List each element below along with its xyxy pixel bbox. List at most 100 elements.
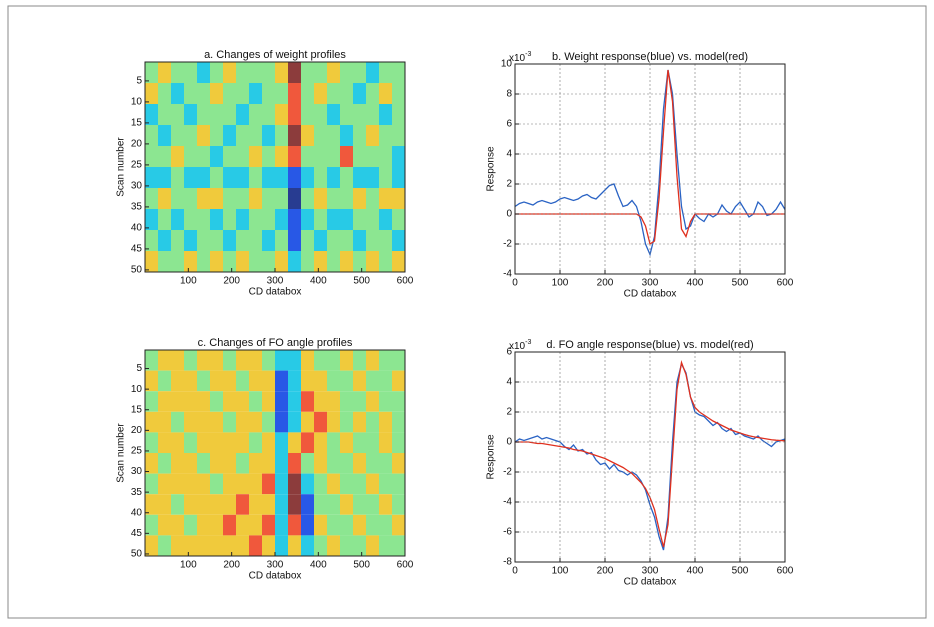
y-axis-label: Response xyxy=(486,434,497,479)
heatmap-cell xyxy=(223,167,236,188)
heatmap-cell xyxy=(301,167,314,188)
heatmap-cell xyxy=(223,83,236,104)
heatmap-cell xyxy=(288,535,301,556)
heatmap-cell xyxy=(288,146,301,167)
y-exponent-base: x10 xyxy=(509,341,526,352)
heatmap-cell xyxy=(249,62,262,83)
heatmap-cell xyxy=(392,209,405,230)
heatmap-cell xyxy=(366,494,379,515)
heatmap-cell xyxy=(184,432,197,453)
heatmap-cell xyxy=(366,535,379,556)
heatmap-cell xyxy=(327,83,340,104)
heatmap-cell xyxy=(301,391,314,412)
y-exponent: x10-3 xyxy=(509,339,531,352)
heatmap-cell xyxy=(275,230,288,251)
heatmap-cell xyxy=(366,514,379,536)
y-tick-label: 4 xyxy=(506,149,512,160)
y-tick-label: 8 xyxy=(506,89,512,100)
heatmap-cell xyxy=(145,411,158,433)
heatmap-cell xyxy=(327,230,340,251)
x-axis-label: CD databox xyxy=(249,287,302,298)
heatmap-cell xyxy=(340,535,353,556)
y-tick-label: 2 xyxy=(506,179,512,190)
heatmap-cell xyxy=(210,188,223,209)
heatmap-cell xyxy=(353,146,366,167)
heatmap-cell xyxy=(249,411,262,433)
heatmap-cell xyxy=(171,514,184,536)
heatmap-cell xyxy=(353,473,366,495)
heatmap-cell xyxy=(197,432,210,453)
x-tick-label: 200 xyxy=(597,278,614,289)
heatmap-cell xyxy=(288,350,301,371)
heatmap-cell xyxy=(340,251,353,272)
y-tick-label: 50 xyxy=(131,549,143,560)
x-tick-label: 300 xyxy=(642,566,659,577)
y-tick-label: 30 xyxy=(131,466,143,477)
heatmap-cell xyxy=(353,494,366,515)
heatmap-cell xyxy=(275,370,288,392)
heatmap-cell xyxy=(392,125,405,146)
heatmap-cell xyxy=(314,62,327,83)
heatmap-cell xyxy=(249,146,262,167)
heatmap-cell xyxy=(327,432,340,453)
heatmap-cell xyxy=(210,535,223,556)
heatmap-cell xyxy=(210,62,223,83)
x-tick-label: 400 xyxy=(310,276,327,287)
heatmap-cell xyxy=(327,188,340,209)
y-tick-label: 4 xyxy=(506,377,512,388)
heatmap-cell xyxy=(262,83,275,104)
heatmap-cell xyxy=(223,370,236,392)
heatmap-cell xyxy=(353,167,366,188)
heatmap-cell xyxy=(236,494,249,515)
heatmap-cell xyxy=(171,188,184,209)
heatmap-cell xyxy=(301,146,314,167)
heatmap-cell xyxy=(171,251,184,272)
heatmap-cell xyxy=(275,391,288,412)
heatmap-cell xyxy=(340,146,353,167)
y-tick-label: -4 xyxy=(503,269,512,280)
heatmap-cell xyxy=(314,432,327,453)
heatmap-cell xyxy=(145,370,158,392)
heatmap-cell xyxy=(353,535,366,556)
x-tick-label: 100 xyxy=(552,566,569,577)
y-tick-label: 10 xyxy=(501,59,513,70)
heatmap-cell xyxy=(197,83,210,104)
heatmap-cell xyxy=(262,125,275,146)
heatmap-cell xyxy=(210,209,223,230)
heatmap-cell xyxy=(340,494,353,515)
heatmap-cell xyxy=(366,83,379,104)
heatmap-cell xyxy=(171,350,184,371)
heatmap-cell xyxy=(301,411,314,433)
heatmap-cell xyxy=(379,494,392,515)
x-tick-label: 300 xyxy=(267,560,284,571)
y-tick-label: 40 xyxy=(131,507,143,518)
y-exponent: x10-3 xyxy=(509,51,531,64)
heatmap-cell xyxy=(340,167,353,188)
heatmap-cell xyxy=(301,188,314,209)
heatmap-cell xyxy=(262,251,275,272)
heatmap-cell xyxy=(184,188,197,209)
y-tick-label: 5 xyxy=(136,363,142,374)
heatmap-cell xyxy=(275,411,288,433)
heatmap-cell xyxy=(145,473,158,495)
heatmap-cell xyxy=(249,188,262,209)
heatmap-cell xyxy=(301,104,314,125)
x-tick-label: 600 xyxy=(777,566,794,577)
heatmap-cell xyxy=(327,411,340,433)
heatmap-cell xyxy=(340,370,353,392)
heatmap-cell xyxy=(158,125,171,146)
heatmap-cell xyxy=(301,209,314,230)
heatmap-cell xyxy=(353,432,366,453)
x-tick-label: 600 xyxy=(777,278,794,289)
heatmap-cell xyxy=(275,146,288,167)
heatmap-cell xyxy=(301,83,314,104)
heatmap-cell xyxy=(340,350,353,371)
heatmap-cell xyxy=(210,514,223,536)
y-tick-label: 45 xyxy=(131,244,143,255)
heatmap-cell xyxy=(392,391,405,412)
heatmap-cell xyxy=(249,83,262,104)
heatmap-cell xyxy=(184,514,197,536)
y-tick-label: 45 xyxy=(131,528,143,539)
heatmap-cell xyxy=(236,514,249,536)
heatmap-cell xyxy=(145,104,158,125)
